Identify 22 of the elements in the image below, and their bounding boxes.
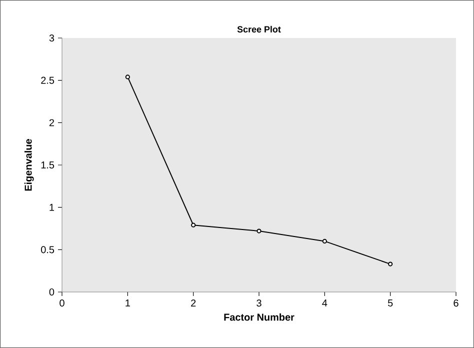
y-axis-title: Eigenvalue bbox=[24, 139, 34, 191]
y-tick-label: 1 bbox=[50, 204, 54, 211]
x-tick-label: 3 bbox=[256, 300, 262, 307]
y-tick-label: 0 bbox=[49, 288, 54, 296]
x-tick-label: 1 bbox=[126, 300, 130, 306]
y-tick-label: 1.5 bbox=[41, 162, 54, 168]
x-axis-title: Factor Number bbox=[224, 313, 294, 321]
point bbox=[388, 262, 393, 266]
point bbox=[191, 222, 196, 228]
chart-title: Scree Plot bbox=[237, 26, 281, 33]
point bbox=[125, 74, 130, 80]
x-tick-label: 5 bbox=[388, 300, 393, 306]
y-tick-label: 2.5 bbox=[41, 76, 54, 84]
point bbox=[322, 238, 327, 244]
x-tick-label: 4 bbox=[322, 300, 328, 306]
y-tick-label: 0.5 bbox=[41, 246, 54, 254]
x-tick-label: 2 bbox=[191, 300, 196, 306]
y-tick-label: 2 bbox=[49, 119, 54, 126]
x-tick-label: 6 bbox=[454, 300, 458, 307]
x-tick-label: 0 bbox=[60, 300, 64, 307]
point bbox=[256, 228, 262, 234]
y-tick-label: 3 bbox=[49, 34, 54, 42]
